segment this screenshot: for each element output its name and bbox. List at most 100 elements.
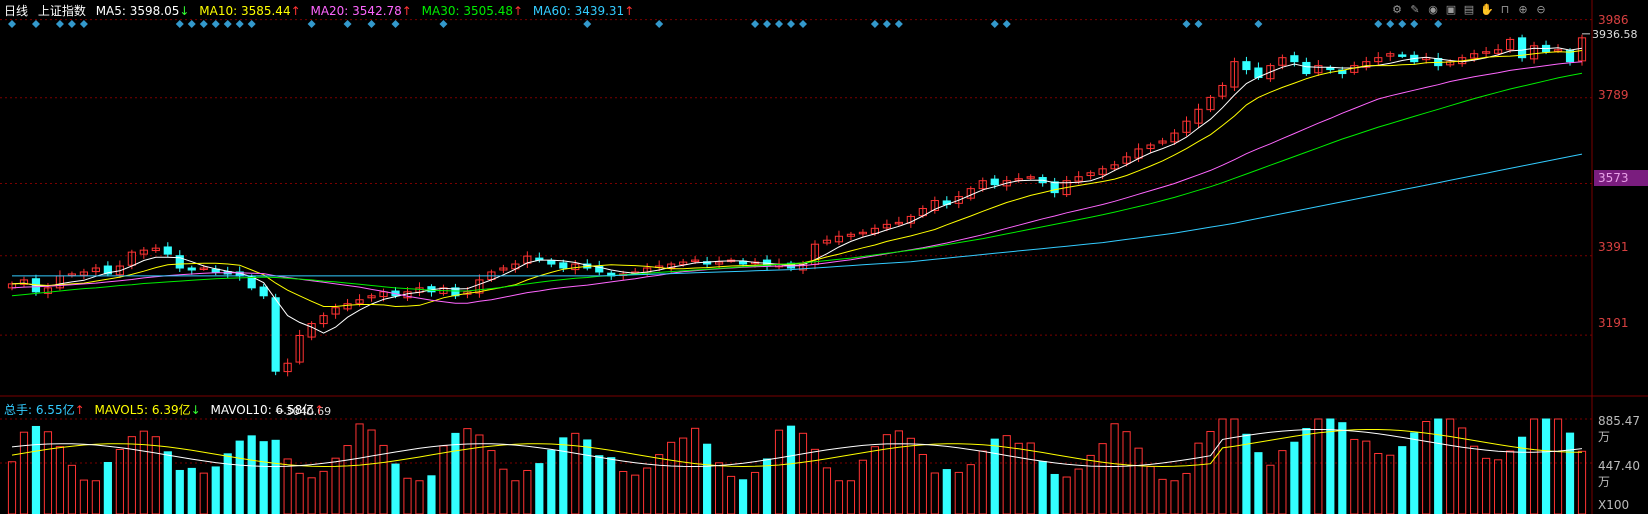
volume-bar (954, 471, 963, 514)
ma10-label: MA10: 3585.44↑ (199, 4, 301, 18)
event-diamond (1374, 20, 1383, 28)
candle-body (19, 279, 29, 285)
volume-bar (1122, 431, 1131, 514)
candle-body (1314, 65, 1323, 74)
event-diamond (1410, 20, 1419, 28)
candle-body (691, 259, 700, 263)
volume-bar (1146, 466, 1155, 514)
candle-body (271, 297, 280, 372)
candle-body (1482, 51, 1491, 54)
volume-bar (55, 446, 65, 514)
volume-bar (1014, 442, 1023, 514)
volume-bar (930, 472, 939, 514)
volume-bar (1278, 450, 1287, 514)
candle-body (1026, 176, 1035, 179)
zoom-in-icon[interactable]: ⊕ (1518, 3, 1528, 16)
volume-bar (7, 461, 17, 514)
period-label[interactable]: 日线 (4, 4, 29, 18)
volume-bar (643, 467, 652, 514)
candle-body (978, 180, 987, 190)
candle-body (1506, 38, 1515, 51)
candle-body (283, 362, 292, 373)
event-diamond (7, 20, 16, 28)
candle-body (1002, 180, 1011, 187)
volume-bar (715, 462, 724, 514)
candle-body (1062, 180, 1071, 196)
event-diamond (1398, 20, 1407, 28)
volume-bar (487, 450, 496, 514)
candle-body (295, 334, 304, 363)
candle-body (1110, 164, 1119, 170)
settings-icon[interactable]: ⚙ (1392, 3, 1402, 16)
volume-bar (1206, 430, 1215, 514)
candle-body (319, 315, 328, 325)
candle-body (1266, 65, 1275, 80)
volume-bar (151, 436, 160, 514)
event-diamond (1254, 20, 1263, 28)
volume-bar (67, 464, 77, 514)
event-diamond (175, 20, 184, 28)
candle-body (1098, 168, 1107, 175)
event-diamond (343, 20, 352, 28)
volume-bar (1086, 454, 1095, 514)
candle-body (1086, 172, 1095, 177)
candle-body (679, 261, 688, 265)
price-tick-3191: 3191 (1598, 316, 1629, 330)
volume-bar (19, 431, 29, 514)
eye-icon[interactable]: ◉ (1428, 3, 1438, 16)
volume-unit: X100 (1598, 498, 1630, 512)
candle-body (1230, 61, 1239, 88)
candle-body (1374, 57, 1383, 63)
volume-bar (199, 472, 208, 514)
volume-bar (1470, 445, 1479, 514)
camera-icon[interactable]: ▣ (1445, 3, 1457, 16)
candle-body (1362, 61, 1371, 68)
volume-bar (451, 432, 460, 514)
event-diamond (1182, 20, 1191, 28)
candle-body (858, 231, 868, 235)
candle-body (1206, 96, 1215, 111)
event-diamond (583, 20, 592, 28)
volume-bar (319, 470, 328, 514)
volume-bar (1338, 422, 1347, 514)
volume-bar (822, 467, 832, 514)
volume-bar (331, 457, 340, 514)
candle-body (1170, 132, 1179, 143)
briefcase-icon[interactable]: ▤ (1463, 3, 1475, 16)
volume-bar (1314, 418, 1323, 514)
event-diamond (1386, 20, 1395, 28)
candle-body (547, 259, 556, 265)
hand-icon[interactable]: ✋ (1480, 3, 1494, 16)
candle-body (1050, 181, 1059, 194)
volume-bar (115, 448, 124, 514)
volume-bar (211, 466, 220, 514)
volume-bar (1529, 418, 1539, 514)
volume-bar (511, 480, 520, 514)
volume-bar (1074, 468, 1083, 514)
draw-icon[interactable]: ✎ (1410, 3, 1420, 16)
candle-body (882, 223, 891, 229)
volume-bar (283, 458, 292, 514)
event-diamond (235, 20, 244, 28)
volume-bar (1446, 418, 1455, 514)
zoom-out-icon[interactable]: ⊖ (1536, 3, 1546, 16)
event-diamond (1002, 20, 1011, 28)
candle-body (151, 247, 160, 252)
volume-bar (1553, 418, 1563, 514)
volume-bar (1170, 480, 1179, 514)
event-diamond (247, 20, 256, 28)
volume-bar (343, 445, 352, 514)
lock-icon[interactable]: ⊓ (1500, 3, 1510, 16)
volume-bar (1026, 442, 1035, 514)
event-diamond (1194, 20, 1203, 28)
volume-bar (1386, 454, 1395, 514)
candle-body (798, 263, 808, 271)
volume-bar (1565, 432, 1575, 514)
volume-bar (703, 443, 712, 514)
volume-bar (439, 445, 448, 514)
candle-body (79, 271, 88, 276)
volume-bar (631, 474, 640, 514)
candle-body (307, 323, 316, 338)
candle-body (1386, 53, 1395, 57)
